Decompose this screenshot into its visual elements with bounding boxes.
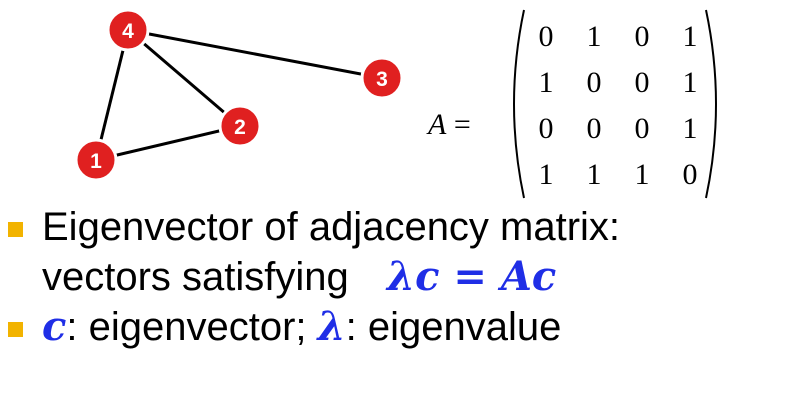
matrix-cell: 1 bbox=[538, 66, 554, 99]
matrix-cell: 1 bbox=[586, 158, 602, 191]
bullet-item-1: Eigenvector of adjacency matrix: bbox=[0, 202, 812, 252]
matrix-symbol: A bbox=[428, 108, 447, 141]
bullet-item-1-cont: vectors satisfying λc = Ac bbox=[0, 252, 812, 302]
right-paren bbox=[705, 9, 717, 199]
matrix-cell: 0 bbox=[634, 112, 650, 145]
node-circle-4 bbox=[106, 8, 150, 52]
graph-diagram: 1 2 3 4 bbox=[74, 8, 404, 182]
node-circle-3 bbox=[360, 56, 404, 100]
edge-4-3 bbox=[127, 28, 383, 80]
bullet-square-icon bbox=[8, 222, 23, 237]
edge-4-2 bbox=[127, 28, 241, 128]
line2-text: vectors satisfying bbox=[42, 255, 349, 299]
node-circle-1 bbox=[74, 138, 118, 182]
math-c: c bbox=[415, 253, 440, 300]
matrix-cell: 0 bbox=[682, 158, 698, 191]
matrix-cell: 1 bbox=[682, 66, 698, 99]
matrix-cell: 0 bbox=[538, 20, 554, 53]
math-lambda-label: λ bbox=[317, 303, 346, 350]
bullet-square-icon bbox=[8, 322, 23, 337]
node-label-1: 1 bbox=[90, 150, 102, 173]
node-label-2: 2 bbox=[234, 116, 246, 139]
graph-edges bbox=[94, 28, 383, 162]
matrix-lhs: A = bbox=[428, 108, 471, 142]
node-1: 1 bbox=[74, 138, 118, 182]
node-label-3: 3 bbox=[376, 68, 388, 91]
math-lambda: λ bbox=[387, 253, 416, 300]
edge-4-1 bbox=[94, 29, 130, 161]
matrix-cell: 1 bbox=[682, 112, 698, 145]
node-3: 3 bbox=[360, 56, 404, 100]
graph-nodes: 1 2 3 4 bbox=[74, 8, 404, 182]
node-4: 4 bbox=[106, 8, 150, 52]
eigenvalue-text: : eigenvalue bbox=[345, 305, 562, 349]
bullet-text-2: c: eigenvector; λ: eigenvalue bbox=[42, 302, 561, 352]
math-eq: = bbox=[439, 253, 501, 300]
matrix-cell: 1 bbox=[682, 20, 698, 53]
eigenvector-text: : eigenvector; bbox=[66, 305, 318, 349]
node-circle-2 bbox=[218, 104, 262, 148]
matrix-cell: 1 bbox=[586, 20, 602, 53]
bullet-text-1: Eigenvector of adjacency matrix: bbox=[42, 205, 621, 249]
matrix-cell: 0 bbox=[586, 66, 602, 99]
equals-sign: = bbox=[453, 108, 471, 141]
matrix-cell: 1 bbox=[634, 158, 650, 191]
matrix-cell: 0 bbox=[634, 66, 650, 99]
math-A: A bbox=[500, 253, 532, 300]
math-c-label: c bbox=[42, 303, 67, 350]
matrix-cell: 0 bbox=[634, 20, 650, 53]
matrix-cell: 0 bbox=[586, 112, 602, 145]
bullet-list: Eigenvector of adjacency matrix: vectors… bbox=[0, 202, 812, 352]
node-2: 2 bbox=[218, 104, 262, 148]
math-c2: c bbox=[531, 253, 557, 300]
matrix-cell: 1 bbox=[538, 158, 554, 191]
bullet-text-1-cont: vectors satisfying λc = Ac bbox=[42, 252, 556, 302]
edge-1-2 bbox=[95, 124, 241, 162]
node-label-4: 4 bbox=[122, 20, 134, 43]
bullet-item-2: c: eigenvector; λ: eigenvalue bbox=[0, 302, 812, 352]
matrix-brackets bbox=[513, 9, 717, 199]
matrix-cell: 0 bbox=[538, 112, 554, 145]
left-paren bbox=[513, 9, 525, 199]
